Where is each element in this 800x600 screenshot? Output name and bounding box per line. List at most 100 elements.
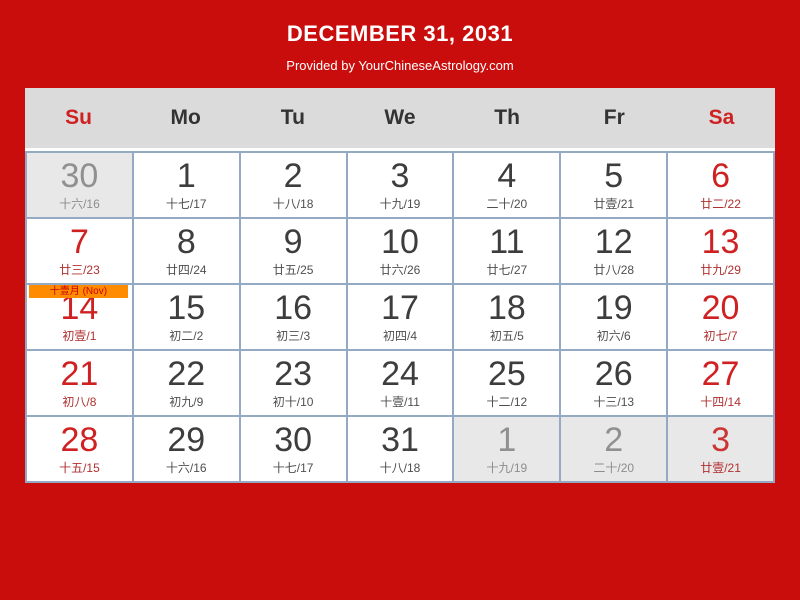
day-number: 21 bbox=[60, 355, 99, 393]
weekday-tuesday: Tu bbox=[280, 106, 305, 129]
day-number: 8 bbox=[176, 223, 196, 261]
lunar-date: 十三/13 bbox=[593, 395, 635, 409]
day-cell-29[interactable]: 29 十六/16 bbox=[133, 417, 239, 481]
weekday-saturday: Sa bbox=[708, 106, 735, 129]
lunar-date: 初十/10 bbox=[272, 395, 314, 409]
day-number: 29 bbox=[167, 421, 206, 459]
day-cell-9[interactable]: 9 廿五/25 bbox=[240, 219, 346, 283]
day-number: 7 bbox=[69, 223, 89, 261]
day-cell-4[interactable]: 4 二十/20 bbox=[454, 153, 560, 217]
day-cell-3[interactable]: 3 廿壹/21 bbox=[668, 417, 773, 481]
day-cell-6[interactable]: 6 廿二/22 bbox=[668, 153, 773, 217]
day-cell-7[interactable]: 7 廿三/23 bbox=[27, 219, 132, 283]
day-number: 20 bbox=[701, 289, 740, 327]
day-cell-18[interactable]: 18 初五/5 bbox=[454, 285, 560, 349]
day-cell-16[interactable]: 16 初三/3 bbox=[240, 285, 346, 349]
day-number: 24 bbox=[381, 355, 419, 393]
day-number: 30 bbox=[274, 421, 313, 459]
day-number: 22 bbox=[167, 355, 206, 393]
day-number: 18 bbox=[487, 289, 526, 327]
day-cell-1[interactable]: 1 十九/19 bbox=[454, 417, 560, 481]
calendar: Su Mo Tu We Th Fr Sa 30 十六/16 1 十七/17 2 十八/18… bbox=[25, 88, 775, 483]
lunar-date: 十九/19 bbox=[379, 197, 421, 211]
lunar-date: 廿二/22 bbox=[700, 197, 741, 211]
day-number: 13 bbox=[701, 223, 740, 261]
lunar-date: 初七/7 bbox=[703, 329, 738, 343]
day-cell-20[interactable]: 20 初七/7 bbox=[668, 285, 773, 349]
lunar-date: 十六/16 bbox=[165, 461, 207, 475]
lunar-date: 廿八/28 bbox=[593, 263, 635, 277]
day-number: 23 bbox=[274, 355, 313, 393]
lunar-date: 廿七/27 bbox=[486, 263, 528, 277]
day-cell-28[interactable]: 28 十五/15 bbox=[27, 417, 132, 481]
day-cell-5[interactable]: 5 廿壹/21 bbox=[561, 153, 667, 217]
lunar-date: 二十/20 bbox=[486, 197, 528, 211]
day-number: 16 bbox=[274, 289, 313, 327]
lunar-date: 十八/18 bbox=[272, 197, 314, 211]
day-cell-31[interactable]: 31 十八/18 bbox=[347, 417, 453, 481]
lunar-date: 廿三/23 bbox=[59, 263, 100, 277]
lunar-date: 初六/6 bbox=[596, 329, 631, 343]
day-cell-3[interactable]: 3 十九/19 bbox=[347, 153, 453, 217]
day-number: 3 bbox=[390, 157, 410, 195]
day-number: 3 bbox=[711, 421, 731, 459]
day-cell-15[interactable]: 15 初二/2 bbox=[133, 285, 239, 349]
day-cell-27[interactable]: 27 十四/14 bbox=[668, 351, 773, 415]
day-cell-25[interactable]: 25 十二/12 bbox=[454, 351, 560, 415]
lunar-date: 初八/8 bbox=[62, 395, 97, 409]
lunar-date: 十二/12 bbox=[486, 395, 528, 409]
day-number: 28 bbox=[60, 421, 99, 459]
day-cell-13[interactable]: 13 廿九/29 bbox=[668, 219, 773, 283]
lunar-date: 十六/16 bbox=[59, 197, 100, 211]
lunar-date: 十五/15 bbox=[59, 461, 100, 475]
weekday-thursday: Th bbox=[494, 106, 520, 129]
day-cell-24[interactable]: 24 十壹/11 bbox=[347, 351, 453, 415]
day-cell-26[interactable]: 26 十三/13 bbox=[561, 351, 667, 415]
day-number: 11 bbox=[489, 223, 525, 261]
day-number: 1 bbox=[497, 421, 517, 459]
lunar-date: 十壹/11 bbox=[380, 395, 420, 409]
day-cell-8[interactable]: 8 廿四/24 bbox=[133, 219, 239, 283]
lunar-date: 十八/18 bbox=[379, 461, 421, 475]
lunar-date: 初壹/1 bbox=[62, 329, 97, 343]
day-number: 26 bbox=[594, 355, 633, 393]
day-number: 15 bbox=[167, 289, 206, 327]
weekday-sunday: Su bbox=[65, 106, 92, 129]
day-cell-2[interactable]: 2 十八/18 bbox=[240, 153, 346, 217]
day-number: 30 bbox=[60, 157, 99, 195]
day-cell-30[interactable]: 30 十六/16 bbox=[27, 153, 132, 217]
lunar-date: 初四/4 bbox=[382, 329, 417, 343]
day-cell-17[interactable]: 17 初四/4 bbox=[347, 285, 453, 349]
day-number: 17 bbox=[381, 289, 419, 327]
lunar-date: 廿四/24 bbox=[165, 263, 207, 277]
day-cell-22[interactable]: 22 初九/9 bbox=[133, 351, 239, 415]
day-cell-2[interactable]: 2 二十/20 bbox=[561, 417, 667, 481]
lunar-date: 廿壹/21 bbox=[593, 197, 635, 211]
day-cell-21[interactable]: 21 初八/8 bbox=[27, 351, 132, 415]
day-cell-19[interactable]: 19 初六/6 bbox=[561, 285, 667, 349]
day-number: 27 bbox=[701, 355, 740, 393]
day-number: 31 bbox=[381, 421, 419, 459]
lunar-date: 十四/14 bbox=[700, 395, 741, 409]
lunar-date: 十九/19 bbox=[486, 461, 528, 475]
day-number: 5 bbox=[604, 157, 624, 195]
day-cell-12[interactable]: 12 廿八/28 bbox=[561, 219, 667, 283]
lunar-date: 廿六/26 bbox=[379, 263, 421, 277]
day-number: 1 bbox=[176, 157, 196, 195]
day-cell-11[interactable]: 11 廿七/27 bbox=[454, 219, 560, 283]
day-number: 10 bbox=[381, 223, 419, 261]
day-cell-30[interactable]: 30 十七/17 bbox=[240, 417, 346, 481]
day-cell-23[interactable]: 23 初十/10 bbox=[240, 351, 346, 415]
day-number: 12 bbox=[594, 223, 633, 261]
lunar-date: 初五/5 bbox=[489, 329, 524, 343]
day-cell-1[interactable]: 1 十七/17 bbox=[133, 153, 239, 217]
lunar-date: 十七/17 bbox=[272, 461, 314, 475]
day-number: 25 bbox=[487, 355, 526, 393]
day-number: 2 bbox=[283, 157, 303, 195]
day-number: 19 bbox=[594, 289, 633, 327]
day-cell-14[interactable]: 十壹月 (Nov) 14 初壹/1 bbox=[27, 285, 132, 349]
day-cell-10[interactable]: 10 廿六/26 bbox=[347, 219, 453, 283]
day-number: 4 bbox=[497, 157, 517, 195]
weekday-friday: Fr bbox=[603, 106, 625, 129]
lunar-month-badge: 十壹月 (Nov) bbox=[29, 285, 128, 298]
